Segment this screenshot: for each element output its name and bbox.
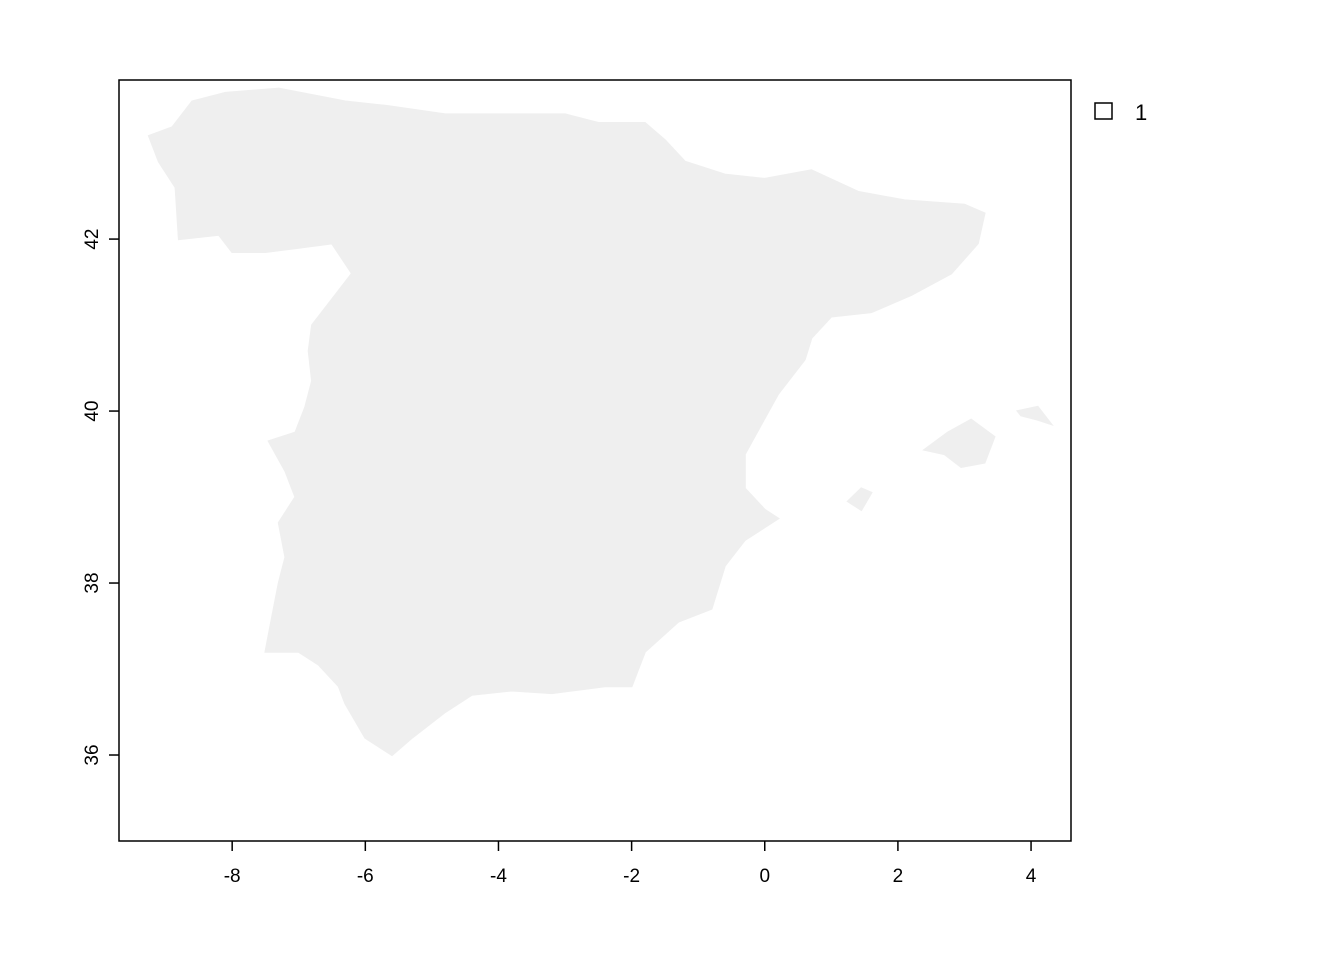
x-tick-label: -2 <box>623 866 640 887</box>
region-ibiza <box>846 487 873 512</box>
legend-label: 1 <box>1135 100 1147 125</box>
x-axis: -8 -6 -4 -2 0 2 4 <box>224 841 1037 887</box>
y-tick-label: 42 <box>82 229 103 250</box>
y-tick-label: 36 <box>82 744 103 765</box>
plot-frame <box>118 79 1072 842</box>
y-axis: 36 38 40 42 <box>82 229 119 766</box>
y-tick-label: 40 <box>82 400 103 421</box>
region-menorca <box>1015 405 1054 426</box>
legend: 1 <box>1094 100 1147 125</box>
x-tick-label: -8 <box>224 866 241 887</box>
region-mallorca <box>922 418 996 468</box>
x-tick-label: 2 <box>893 866 904 887</box>
y-tick-label: 38 <box>82 572 103 593</box>
x-tick-label: -4 <box>490 866 507 887</box>
x-tick-label: 0 <box>759 866 770 887</box>
x-tick-label: -6 <box>357 866 374 887</box>
region-iberian-peninsula <box>147 87 986 757</box>
land-raster <box>147 87 1054 757</box>
x-tick-label: 4 <box>1026 866 1037 887</box>
legend-swatch <box>1094 102 1113 120</box>
